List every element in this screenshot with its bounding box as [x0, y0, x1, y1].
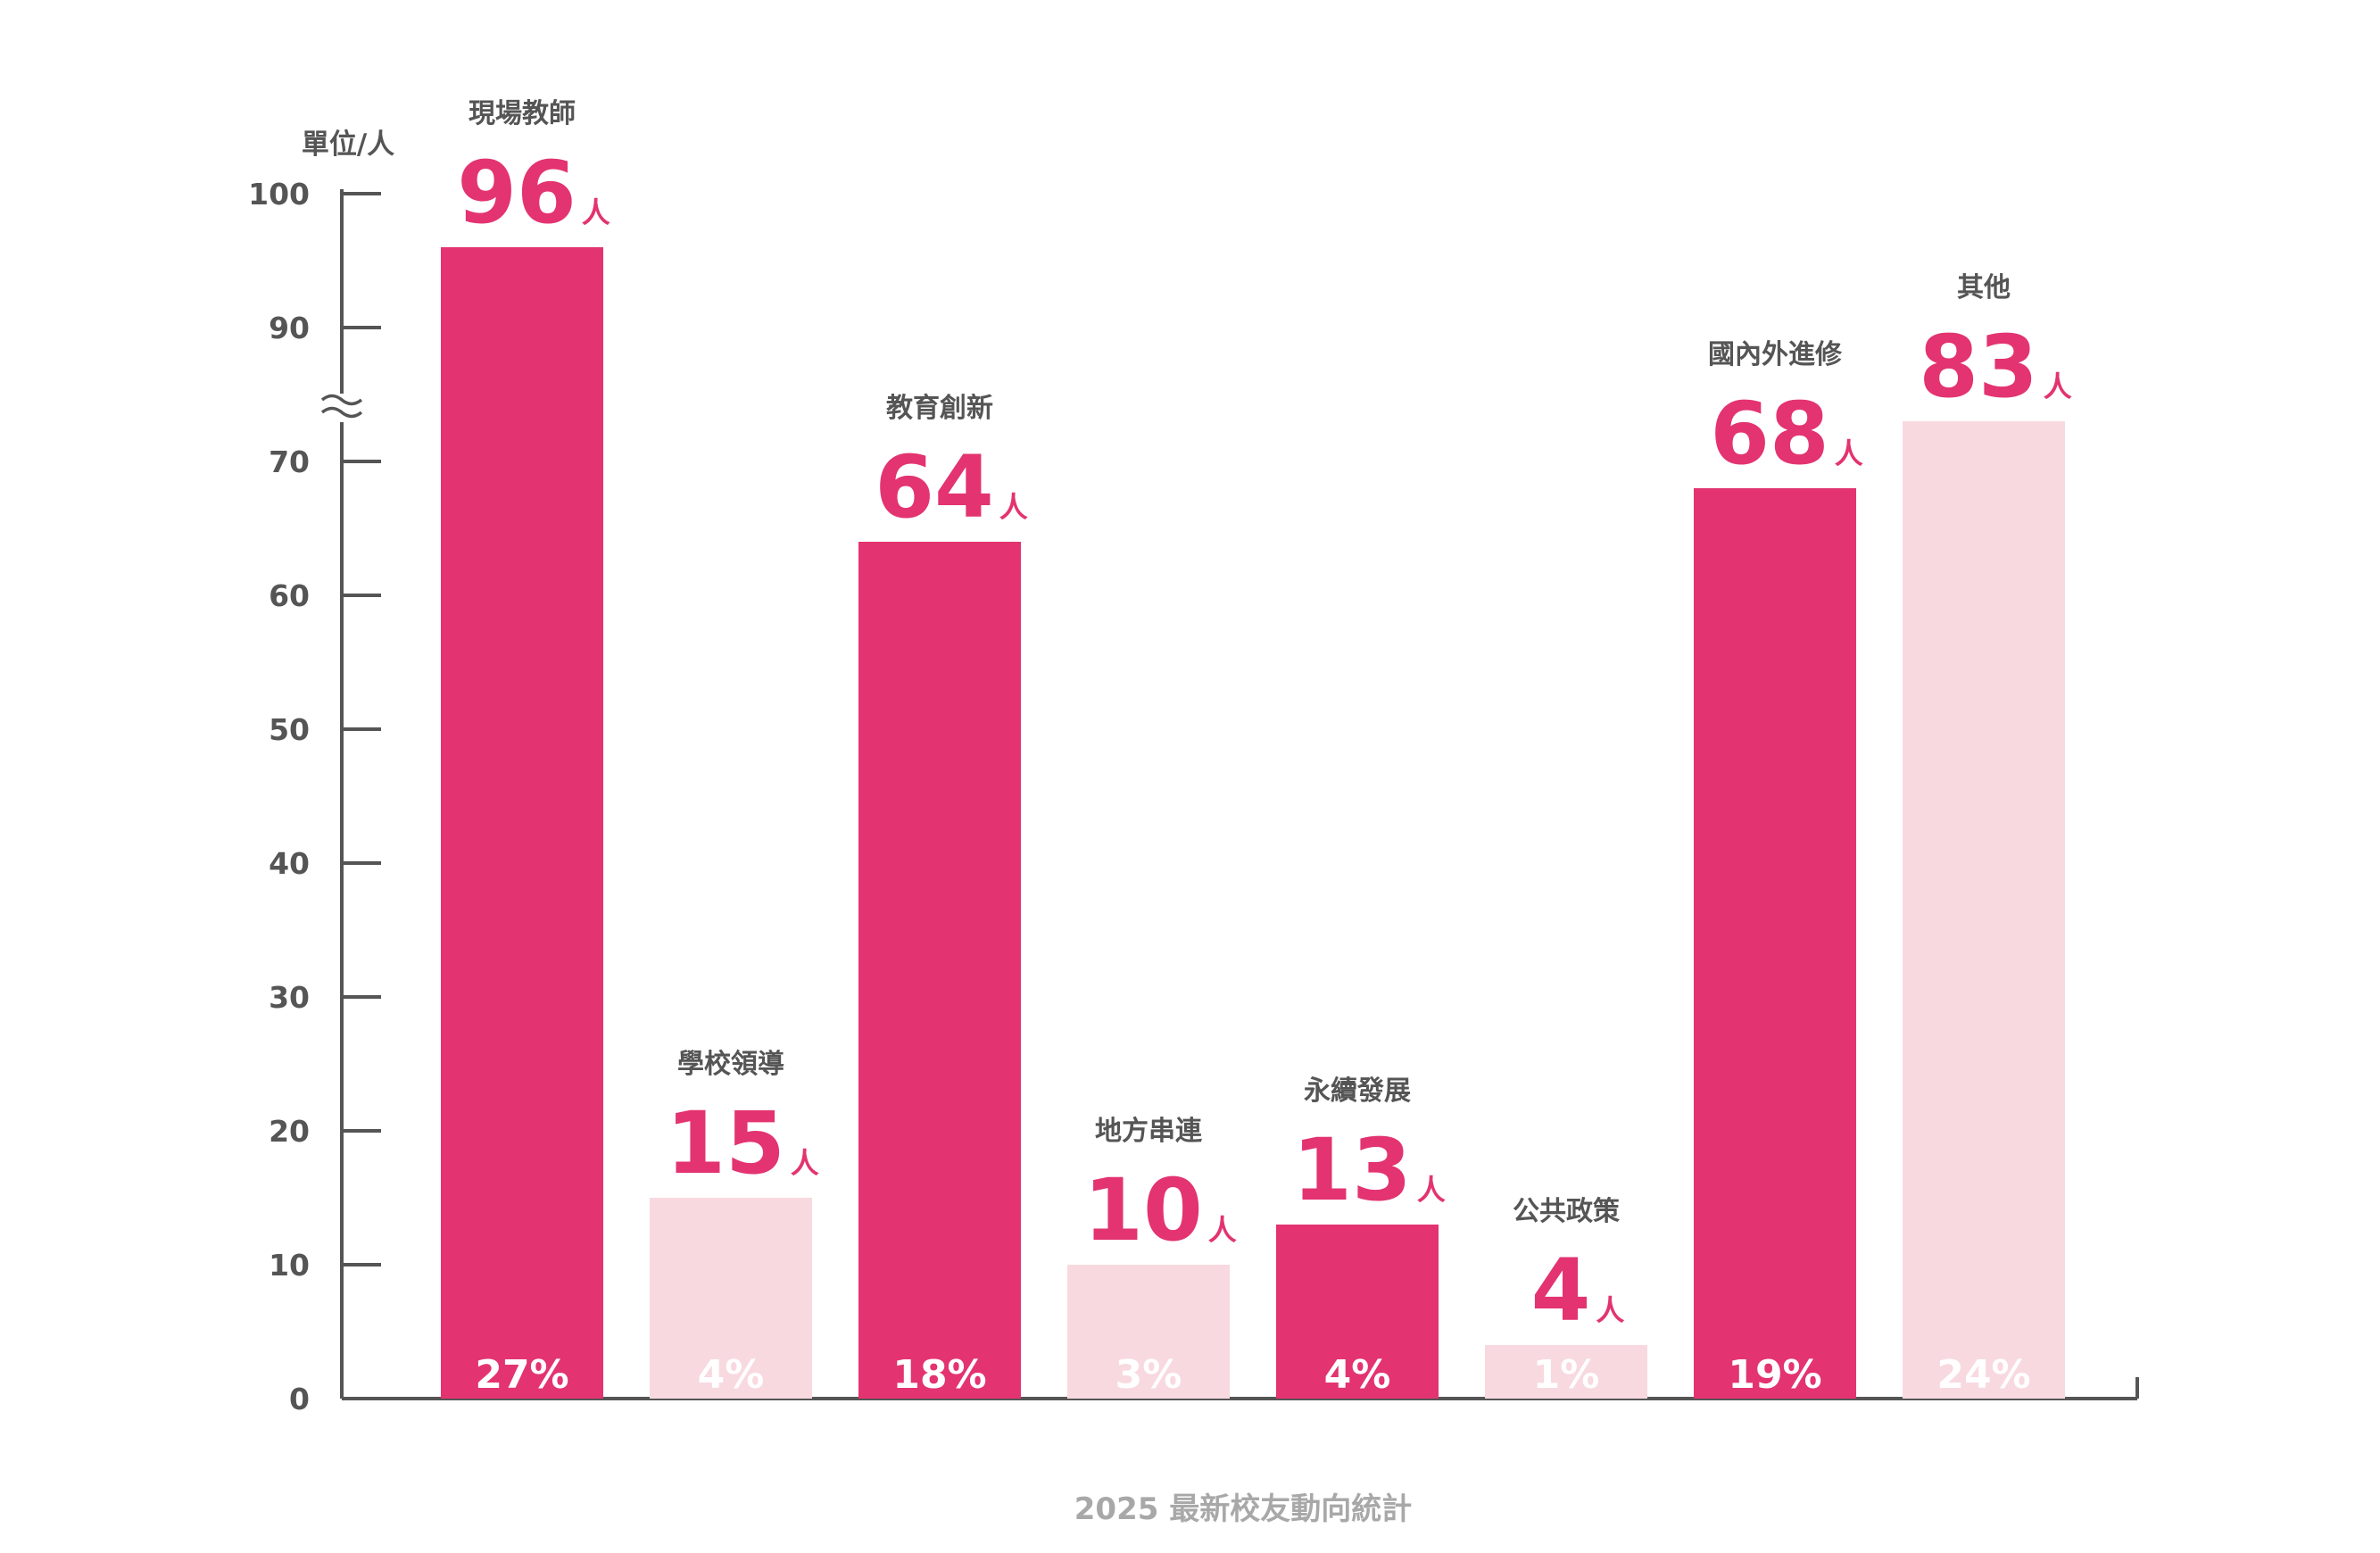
bar-category-label: 地方串連 — [1095, 1116, 1203, 1147]
y-tick-label: 100 — [248, 177, 310, 212]
bar-7 — [1694, 488, 1856, 1399]
bar-value-unit: 人 — [1208, 1213, 1237, 1247]
bar-3 — [858, 542, 1021, 1399]
bar-value-label: 10 — [1083, 1160, 1203, 1260]
y-tick-label: 50 — [269, 712, 310, 747]
bar-5 — [1276, 1225, 1439, 1399]
bar-2 — [650, 1198, 812, 1399]
bar-1 — [441, 247, 603, 1399]
bar-percent-label: 27% — [475, 1352, 568, 1398]
bar-category-label: 永續發展 — [1304, 1075, 1411, 1107]
bar-value-label: 83 — [1919, 317, 2038, 417]
bar-value-unit: 人 — [791, 1146, 819, 1180]
chart-caption: 2025 最新校友動向統計 — [1074, 1491, 1412, 1527]
bar-value-label: 64 — [875, 437, 994, 537]
axis-break-mark-1 — [320, 394, 363, 406]
y-tick-label: 0 — [289, 1382, 310, 1416]
bar-value-unit: 人 — [1835, 436, 1863, 470]
bars — [441, 247, 2065, 1399]
y-tick-label: 70 — [269, 444, 310, 479]
y-tick-label: 40 — [269, 846, 310, 881]
bar-percent-label: 18% — [892, 1352, 986, 1398]
bar-category-label: 其他 — [1957, 272, 2011, 303]
bar-value-unit: 人 — [582, 195, 610, 229]
bar-value-label: 96 — [457, 143, 576, 243]
y-tick-label: 90 — [269, 311, 310, 345]
bar-value-unit: 人 — [2044, 370, 2072, 403]
bar-percent-label: 4% — [1324, 1352, 1391, 1398]
axis-break-mark-2 — [320, 406, 363, 419]
bar-category-label: 學校領導 — [677, 1049, 784, 1080]
bar-percent-label: 1% — [1533, 1352, 1600, 1398]
unit-label: 單位/人 — [302, 129, 394, 161]
bar-category-label: 國內外進修 — [1708, 339, 1843, 370]
bar-value-label: 4 — [1531, 1241, 1591, 1341]
y-tick-label: 30 — [269, 980, 310, 1015]
bar-percent-label: 3% — [1115, 1352, 1182, 1398]
bar-value-label: 15 — [666, 1093, 785, 1193]
y-tick-label: 60 — [269, 578, 310, 613]
bar-value-unit: 人 — [1596, 1293, 1624, 1327]
bar-value-label: 13 — [1292, 1120, 1412, 1220]
bar-value-unit: 人 — [1417, 1173, 1446, 1207]
bar-value-unit: 人 — [999, 490, 1028, 524]
y-tick-label: 10 — [269, 1248, 310, 1283]
bar-6 — [1485, 1345, 1647, 1399]
bar-percent-label: 4% — [698, 1352, 765, 1398]
bar-4 — [1067, 1265, 1230, 1399]
y-axis: 0 10 20 30 40 50 60 70 90 100 — [248, 177, 2139, 1416]
bar-8 — [1903, 421, 2065, 1399]
bar-value-label: 68 — [1710, 384, 1829, 484]
bar-category-label: 現場教師 — [469, 98, 576, 129]
bar-percent-label: 19% — [1728, 1352, 1821, 1398]
y-tick-label: 20 — [269, 1114, 310, 1149]
bar-percent-label: 24% — [1936, 1352, 2030, 1398]
bar-category-label: 公共政策 — [1513, 1196, 1620, 1227]
bar-category-label: 教育創新 — [886, 393, 993, 424]
